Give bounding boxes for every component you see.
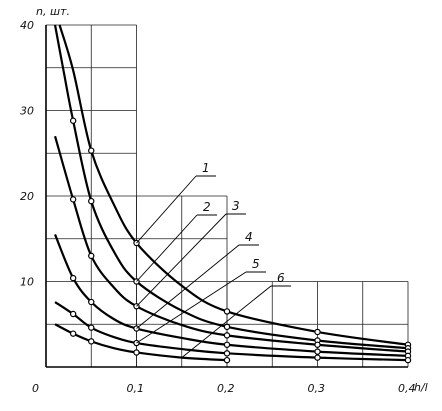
y-axis-label: n, шт. xyxy=(36,5,70,18)
tick-labels: 0 0,1 0,2 0,3 0,4 10 20 30 40 xyxy=(20,19,416,395)
series-3-line xyxy=(53,135,409,353)
x-tick-label: 0,2 xyxy=(217,382,235,395)
x-tick-label: 0 xyxy=(32,382,39,395)
series-6-point xyxy=(69,330,77,337)
series-5-point xyxy=(314,354,321,361)
series-3-point xyxy=(69,196,77,203)
series-4-point xyxy=(88,298,95,306)
y-tick-label: 20 xyxy=(20,190,34,203)
leader-line-3 xyxy=(136,213,227,307)
leader-line-1 xyxy=(136,175,197,244)
series-3-point xyxy=(88,252,95,260)
series-5-point xyxy=(88,324,95,331)
series-4-point xyxy=(69,274,77,282)
series-2-point xyxy=(223,323,231,331)
series-5-point xyxy=(223,350,231,357)
y-tick-label: 40 xyxy=(20,19,34,32)
series-1-point xyxy=(223,308,231,315)
curve-label-2: 2 xyxy=(203,200,211,214)
curves xyxy=(53,24,412,364)
x-tick-label: 0,3 xyxy=(308,382,326,395)
series-3-point xyxy=(223,332,231,339)
series-6-point xyxy=(88,338,95,345)
series-3-point xyxy=(314,341,321,348)
leader-line-5 xyxy=(136,271,247,344)
leader-line-6 xyxy=(181,285,272,358)
series-4-point xyxy=(314,348,321,355)
axes xyxy=(45,25,408,368)
leader-line-4 xyxy=(136,244,240,329)
y-tick-label: 30 xyxy=(20,105,34,118)
x-tick-label: 0,1 xyxy=(127,382,145,395)
curve-label-3: 3 xyxy=(232,199,240,213)
series-1-line xyxy=(58,24,409,346)
series-5-point xyxy=(404,356,412,364)
y-tick-label: 10 xyxy=(20,276,34,289)
curve-label-6: 6 xyxy=(277,271,285,285)
series-2-point xyxy=(69,117,77,124)
leader-line-2 xyxy=(136,214,198,282)
series-1-point xyxy=(314,328,321,336)
label-leaders: 1 2 3 4 5 6 xyxy=(136,161,291,358)
series-1-point xyxy=(88,147,95,154)
curve-label-5: 5 xyxy=(252,257,260,271)
series-2-line xyxy=(53,24,409,350)
grid xyxy=(45,24,409,368)
curve-label-4: 4 xyxy=(245,230,253,244)
series-6-point xyxy=(133,349,140,356)
series-4-point xyxy=(223,341,231,348)
x-axis-label: h/l xyxy=(414,381,428,394)
series-5-point xyxy=(69,310,77,318)
curve-label-1: 1 xyxy=(202,161,210,175)
series-4-line xyxy=(54,234,409,357)
series-6-point xyxy=(223,356,231,364)
series-2-point xyxy=(88,197,95,205)
series-5-line xyxy=(54,301,409,362)
x-tick-label: 0,4 xyxy=(398,382,416,395)
